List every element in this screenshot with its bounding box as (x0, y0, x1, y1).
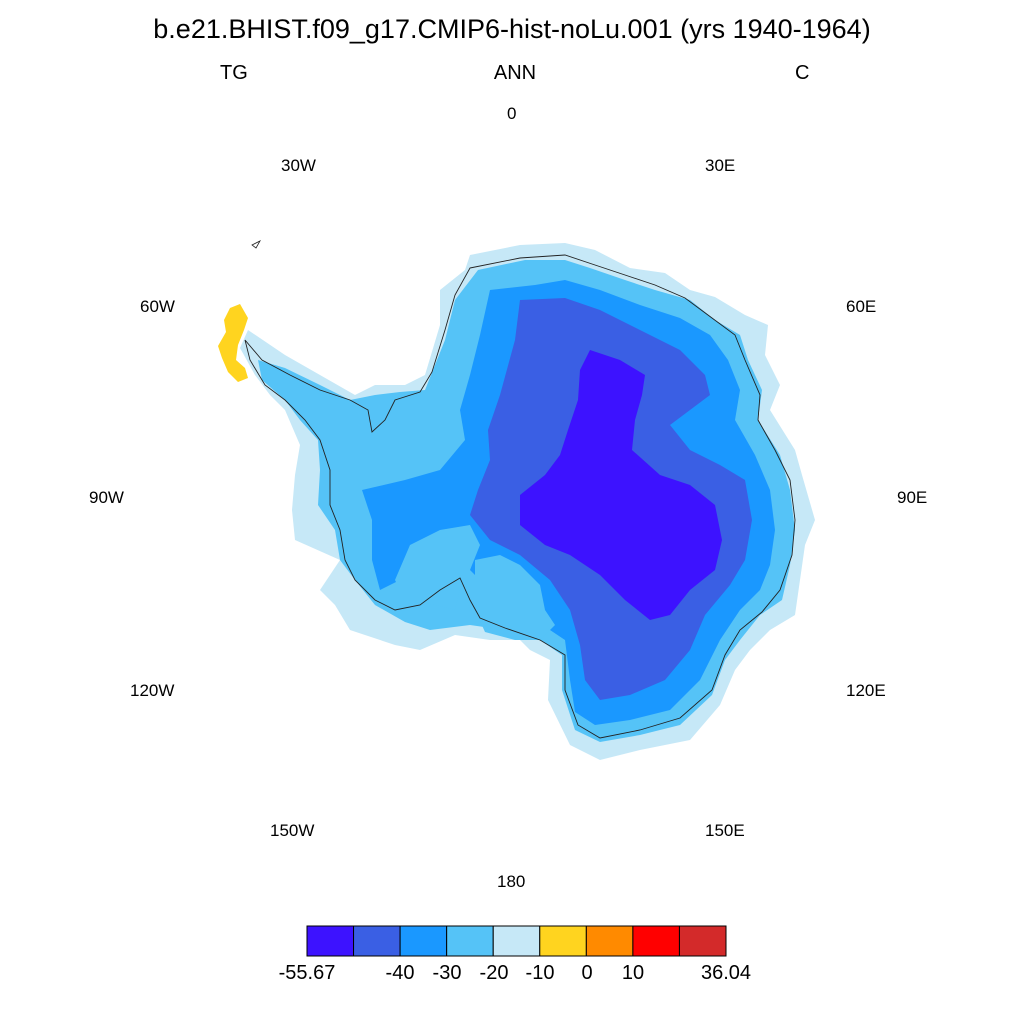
lon-label-150w: 150W (270, 821, 315, 840)
lon-label-30e: 30E (705, 156, 736, 175)
lon-label-30w: 30W (281, 156, 316, 175)
lon-label-0: 0 (507, 104, 517, 123)
variable-label: TG (220, 62, 248, 84)
colorbar-label-min: -55.67 (278, 962, 336, 984)
colorbar-box-3 (446, 925, 494, 957)
temperature-core-minus55 (520, 350, 722, 620)
colorbar-box-7 (632, 925, 680, 957)
colorbar-box-1 (353, 925, 401, 957)
colorbar-label-minus10: -10 (525, 962, 555, 984)
lon-label-120e: 120E (846, 681, 886, 700)
lon-label-150e: 150E (705, 821, 745, 840)
plot-title: b.e21.BHIST.f09_g17.CMIP6-hist-noLu.001 … (153, 14, 871, 44)
lon-label-90e: 90E (897, 488, 928, 507)
coastline (244, 254, 796, 739)
lon-label-60w: 60W (140, 297, 175, 316)
temperature-patch-peninsula (218, 304, 248, 382)
colorbar-label-minus30: -30 (432, 962, 462, 984)
lon-label-60e: 60E (846, 297, 877, 316)
lon-label-120w: 120W (130, 681, 175, 700)
season-label: ANN (493, 62, 537, 84)
lon-label-90w: 90W (89, 488, 124, 507)
island (251, 240, 262, 249)
units-label: C (795, 62, 810, 84)
colorbar-box-0 (306, 925, 355, 957)
colorbar-label-0: 0 (581, 962, 593, 984)
colorbar-box-5 (539, 925, 587, 957)
colorbar-box-2 (399, 925, 448, 957)
colorbar-box-8 (678, 925, 727, 957)
colorbar-label-max: 36.04 (700, 962, 752, 984)
colorbar-box-4 (492, 925, 541, 957)
colorbar-label-minus40: -40 (385, 962, 415, 984)
colorbar-label-10: 10 (621, 962, 645, 984)
lon-label-180: 180 (497, 872, 526, 891)
colorbar-box-6 (585, 925, 634, 957)
colorbar-label-minus20: -20 (479, 962, 509, 984)
temperature-patch-west (395, 525, 480, 610)
temperature-patch-ross (475, 555, 555, 640)
